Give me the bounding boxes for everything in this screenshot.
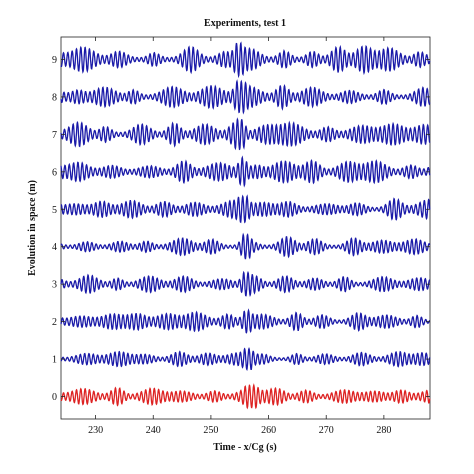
y-tick-label: 7	[52, 130, 57, 141]
x-tick-label: 270	[319, 425, 334, 436]
y-tick-label: 0	[52, 392, 57, 403]
x-tick-label: 280	[376, 425, 391, 436]
x-tick-label: 240	[146, 425, 161, 436]
wave-series-6	[60, 155, 431, 188]
y-tick-label: 3	[52, 280, 57, 291]
chart-title: Experiments, test 1	[204, 18, 286, 29]
x-tick-label: 230	[88, 425, 103, 436]
y-tick-label: 2	[52, 317, 57, 328]
wave-series-0	[60, 383, 431, 410]
y-tick-label: 5	[52, 205, 57, 216]
y-tick-label: 1	[52, 355, 57, 366]
x-tick-label: 260	[261, 425, 276, 436]
y-tick-label: 4	[52, 242, 57, 253]
x-axis-ticks: 230 240 250 260 270 280	[88, 37, 391, 436]
wave-series-5	[60, 194, 431, 224]
plot-area	[60, 36, 431, 420]
x-axis-label: Time - x/Cg (s)	[213, 442, 276, 453]
y-tick-label: 6	[52, 167, 57, 178]
wave-series-1	[60, 347, 431, 372]
y-axis-ticks: 0 1 2 3 4 5 6 7 8 9	[52, 55, 430, 403]
wave-series-7	[60, 117, 431, 151]
y-axis-label: Evolution in space (m)	[27, 180, 38, 276]
wave-series-2	[60, 308, 431, 334]
wave-series-9	[60, 41, 431, 79]
waveform-group	[60, 41, 431, 410]
y-tick-label: 8	[52, 92, 57, 103]
wave-series-4	[60, 232, 431, 260]
x-tick-label: 250	[203, 425, 218, 436]
y-tick-label: 9	[52, 55, 57, 66]
wave-series-8	[60, 79, 431, 115]
wave-series-3	[60, 270, 431, 297]
